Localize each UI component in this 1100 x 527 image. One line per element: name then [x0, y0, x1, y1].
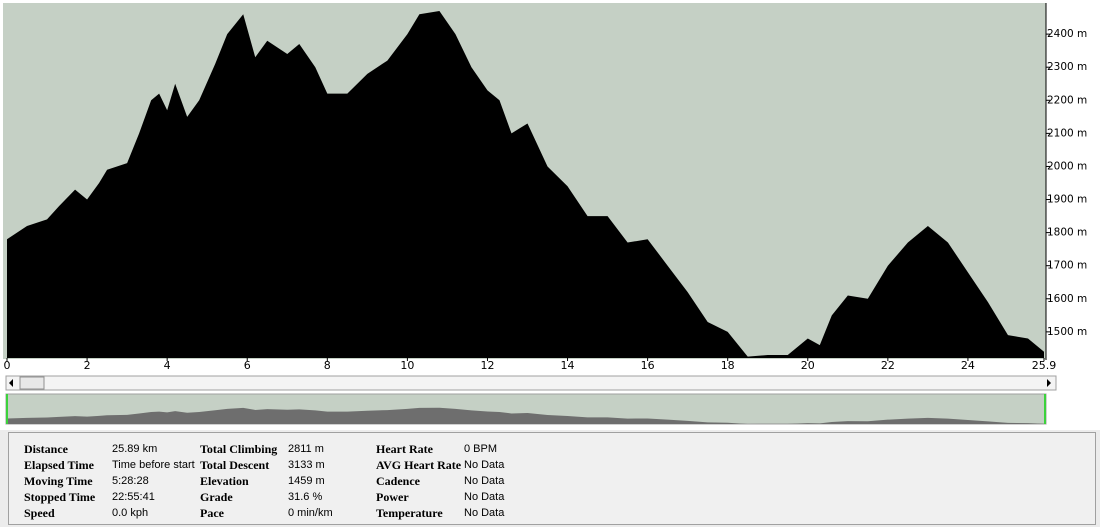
stat-label: Elapsed Time: [24, 457, 94, 472]
stats-column: Heart Rate 0 BPM AVG Heart Rate No Data Cade…: [376, 441, 552, 524]
stat-label: AVG Heart Rate: [376, 457, 462, 472]
x-tick-label: 6: [244, 359, 251, 372]
stats-column: Total Climbing 2811 m Total Descent 3133 m E…: [200, 441, 376, 524]
x-tick-label: 24: [961, 359, 975, 372]
stat-label: Pace: [200, 505, 224, 520]
stat-value: 25.89 km: [112, 443, 158, 455]
x-tick-label: 4: [164, 359, 171, 372]
y-tick-label: 2200 m: [1047, 94, 1087, 106]
x-tick-label: 2: [84, 359, 91, 372]
stat-value: 0.0 kph: [112, 507, 149, 519]
stat-label: Grade: [200, 489, 233, 504]
scroll-left[interactable]: [9, 379, 13, 387]
x-tick-label: 22: [881, 359, 895, 372]
y-tick-label: 2000 m: [1047, 160, 1087, 172]
scroll-right[interactable]: [1047, 379, 1051, 387]
stat-label: Stopped Time: [24, 489, 96, 504]
stat-row: Total Descent 3133 m: [200, 457, 376, 473]
stat-value: 0 min/km: [288, 507, 333, 519]
stat-label: Total Descent: [200, 457, 270, 472]
y-tick-label: 1700 m: [1047, 260, 1087, 272]
stat-row: Stopped Time 22:55:41: [24, 489, 200, 505]
stat-row: Temperature No Data: [376, 505, 552, 521]
stat-row: Distance 25.89 km: [24, 441, 200, 457]
x-tick-label: 8: [324, 359, 331, 372]
stat-value: No Data: [464, 491, 505, 503]
stat-value: 0 BPM: [464, 443, 498, 455]
x-tick-label: 14: [561, 359, 575, 372]
stat-row: Cadence No Data: [376, 473, 552, 489]
stat-row: Elapsed Time Time before start: [24, 457, 200, 473]
x-tick-label: 25.9: [1032, 359, 1057, 372]
stat-value: Time before start: [112, 459, 195, 471]
stat-value: 31.6 %: [288, 491, 323, 503]
x-tick-label: 16: [641, 359, 655, 372]
scrollbar[interactable]: [5, 375, 1057, 391]
stats-column: Distance 25.89 km Elapsed Time Time before …: [24, 441, 200, 524]
stat-row: Total Climbing 2811 m: [200, 441, 376, 457]
x-tick-label: 20: [801, 359, 815, 372]
x-tick-label: 18: [721, 359, 735, 372]
stat-label: Power: [376, 489, 409, 504]
y-tick-label: 1800 m: [1047, 227, 1087, 239]
y-tick-label: 2300 m: [1047, 61, 1087, 73]
stat-label: Cadence: [376, 473, 420, 488]
stat-row: Pace 0 min/km: [200, 505, 376, 521]
y-tick-label: 1600 m: [1047, 293, 1087, 305]
stat-value: 1459 m: [288, 475, 325, 487]
stat-row: AVG Heart Rate No Data: [376, 457, 552, 473]
elevation-area: [7, 10, 1044, 358]
overview-area: [7, 407, 1044, 424]
stat-value: 2811 m: [288, 443, 324, 455]
stat-label: Heart Rate: [376, 441, 433, 456]
stat-row: Elevation 1459 m: [200, 473, 376, 489]
stat-label: Moving Time: [24, 473, 93, 488]
stat-row: Grade 31.6 %: [200, 489, 376, 505]
stat-row: Moving Time 5:28:28: [24, 473, 200, 489]
stat-label: Total Climbing: [200, 441, 278, 456]
y-tick-label: 1500 m: [1047, 326, 1087, 338]
stat-value: No Data: [464, 459, 505, 471]
stat-label: Elevation: [200, 473, 249, 488]
y-tick-label: 2400 m: [1047, 28, 1087, 40]
stat-row: Heart Rate 0 BPM: [376, 441, 552, 457]
stat-label: Temperature: [376, 505, 443, 520]
stats-panel: Distance 25.89 km Elapsed Time Time before …: [8, 432, 1096, 525]
stat-row: Speed 0.0 kph: [24, 505, 200, 521]
x-tick-label: 10: [400, 359, 414, 372]
x-tick-label: 12: [480, 359, 494, 372]
y-tick-label: 1900 m: [1047, 194, 1087, 206]
stat-label: Distance: [24, 441, 68, 456]
scroll-thumb[interactable]: [19, 376, 45, 390]
x-tick-label: 0: [4, 359, 11, 372]
stat-value: No Data: [464, 475, 505, 487]
stat-value: 3133 m: [288, 459, 325, 471]
y-tick-label: 2100 m: [1047, 127, 1087, 139]
stat-value: No Data: [464, 507, 505, 519]
stat-value: 5:28:28: [112, 475, 149, 487]
stat-label: Speed: [24, 505, 55, 520]
stat-row: Power No Data: [376, 489, 552, 505]
stat-value: 22:55:41: [112, 491, 155, 503]
